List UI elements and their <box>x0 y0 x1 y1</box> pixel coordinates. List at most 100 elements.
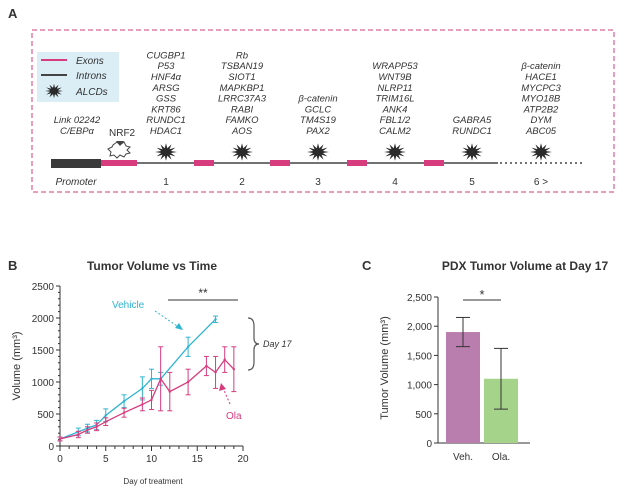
data-point <box>104 414 107 417</box>
y-tick-label: 500 <box>37 410 54 421</box>
gene-name: HACE1 <box>525 72 557 83</box>
exon-block <box>270 160 290 166</box>
line-chart-ylabel: Volume (mm³) <box>11 331 23 400</box>
alcd-icon <box>155 143 177 161</box>
alcd-burst-shape <box>530 143 552 161</box>
exon-block <box>347 160 367 166</box>
data-point <box>122 400 126 403</box>
gene-name: TM4S19 <box>300 115 337 126</box>
gene-name: GCLC <box>305 104 332 115</box>
data-point <box>214 318 217 321</box>
panel-c: C PDX Tumor Volume at Day 17 0 500 1,000 1,… <box>362 258 608 463</box>
gene-name: AOS <box>231 126 253 137</box>
data-point <box>122 411 126 414</box>
gene-name: SIOT1 <box>228 72 255 83</box>
gene-name: KRT86 <box>151 104 181 115</box>
gene-name: FBL1/2 <box>380 115 411 126</box>
bar-chart-ylabel: Tumor Volume (mm³) <box>379 316 391 420</box>
bar-category-label: Ola. <box>492 452 510 463</box>
exon-block <box>101 160 137 166</box>
gene-name: HDAC1 <box>150 126 182 137</box>
promoter-label: Promoter <box>55 177 97 188</box>
gene-name: DYM <box>530 115 551 126</box>
ola-callout-label: Ola <box>226 411 242 422</box>
gene-legend: Exons Introns ALCDs <box>37 52 119 102</box>
data-point <box>150 398 153 402</box>
gene-name: ATP2B2 <box>523 104 559 115</box>
y-tick-label: 2500 <box>32 282 55 293</box>
day17-bracket <box>247 317 260 371</box>
ola-callout-arrow <box>219 383 231 405</box>
gene-name: MAPKBP1 <box>220 83 265 94</box>
gene-name: β-catenin <box>520 61 560 72</box>
y-tick-label: 2000 <box>32 314 55 325</box>
gene-name: GSS <box>156 94 177 105</box>
legend-introns-label: Introns <box>76 71 107 82</box>
x-tick-label: 0 <box>57 454 63 465</box>
panel-a: A Exons Introns ALCDs <box>8 6 615 193</box>
gene-structure: NRF2 Promoter 1 2 3 4 5 6 > <box>51 128 582 188</box>
data-point <box>77 433 80 436</box>
data-point <box>205 364 208 368</box>
data-point <box>141 387 144 390</box>
bar-chart-bars: Veh. Ola. <box>446 316 518 463</box>
bar-y-tick-label: 2,000 <box>407 322 432 333</box>
x-tick-label: 20 <box>237 454 249 465</box>
data-point <box>186 380 190 384</box>
significance-marker: ** <box>198 286 208 300</box>
vehicle-callout-arrow <box>154 310 183 330</box>
alcd-icon <box>307 143 329 161</box>
data-point <box>168 390 171 393</box>
alcd-icon <box>530 143 552 161</box>
exon-number-3: 3 <box>315 177 321 188</box>
exon-block <box>194 160 214 166</box>
series-vehicle <box>57 315 219 442</box>
alcd-icon <box>231 143 253 161</box>
alcd-icon <box>461 143 483 161</box>
gene-name: WNT9B <box>378 72 412 83</box>
nrf2-site-icon <box>107 141 131 159</box>
gene-name: CUGBP1 <box>146 50 185 61</box>
x-tick-label: 5 <box>103 454 109 465</box>
legend-alcd-icon <box>45 83 63 99</box>
panel-c-letter: C <box>362 258 372 273</box>
data-point <box>58 437 62 441</box>
alcd-burst-shape <box>231 143 253 161</box>
gene-name: Rb <box>236 50 248 61</box>
exon-block <box>424 160 444 166</box>
bar-y-tick-label: 2,500 <box>407 293 432 304</box>
data-point <box>95 425 98 428</box>
data-point <box>214 371 217 374</box>
exon-number-1: 1 <box>163 177 169 188</box>
line-chart-xlabel: Day of treatment <box>123 477 183 486</box>
gene-name: RUNDC1 <box>452 126 492 137</box>
gene-name: MYO18B <box>522 94 561 105</box>
gene-name: NLRP11 <box>377 83 412 94</box>
legend-exons-label: Exons <box>76 56 104 67</box>
gene-name: TSBAN19 <box>221 61 264 72</box>
series-ola <box>57 346 237 442</box>
bar-y-tick-label: 0 <box>426 439 432 450</box>
legend-alcds-label: ALCDs <box>75 87 108 98</box>
gene-name: ANK4 <box>382 104 408 115</box>
gene-name: GABRA5 <box>453 115 492 126</box>
alcd-burst-shape <box>307 143 329 161</box>
bar-chart-title: PDX Tumor Volume at Day 17 <box>442 259 609 273</box>
nrf2-label: NRF2 <box>109 128 136 139</box>
y-tick-label: 1500 <box>32 346 55 357</box>
gene-name: ABC05 <box>525 126 557 137</box>
exon-number-2: 2 <box>239 177 245 188</box>
alcd-burst-shape <box>384 143 406 161</box>
gene-name: RUNDC1 <box>146 115 186 126</box>
data-point <box>104 420 107 423</box>
gene-name: β-catenin <box>297 94 337 105</box>
alcd-icon <box>384 143 406 161</box>
data-point <box>150 377 153 380</box>
data-point <box>186 345 190 348</box>
